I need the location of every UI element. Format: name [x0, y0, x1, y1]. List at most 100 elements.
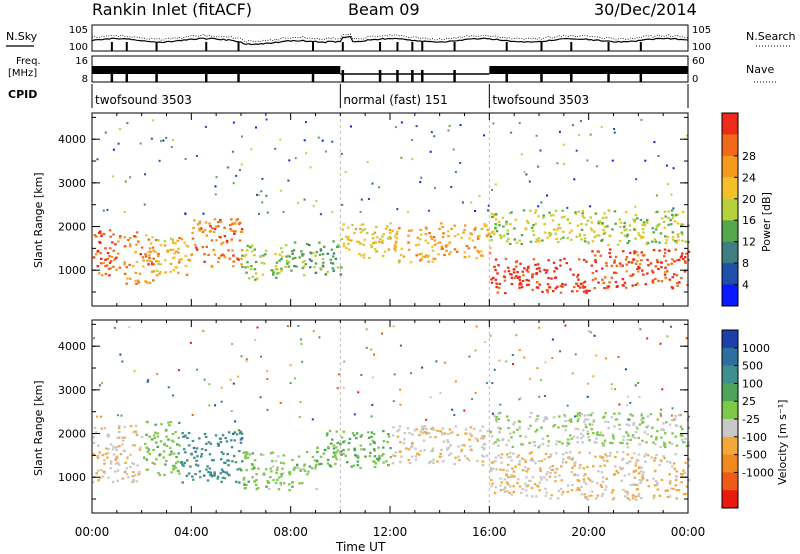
heatmap-cell	[371, 237, 375, 240]
heatmap-cell	[287, 179, 290, 182]
heatmap-cell	[392, 426, 395, 429]
heatmap-cell	[112, 148, 115, 151]
heatmap-cell	[381, 239, 384, 242]
heatmap-cell	[325, 434, 329, 437]
heatmap-cell	[494, 258, 498, 261]
heatmap-cell	[602, 444, 605, 447]
heatmap-cell	[250, 268, 253, 271]
heatmap-cell	[610, 276, 614, 279]
heatmap-cell	[616, 451, 619, 454]
heatmap-cell	[205, 234, 209, 237]
heatmap-cell	[394, 126, 397, 129]
noise-tick-left: 100	[69, 42, 88, 53]
heatmap-cell	[158, 473, 162, 476]
heatmap-cell	[279, 481, 282, 485]
heatmap-cell	[642, 223, 646, 226]
heatmap-cell	[347, 242, 350, 246]
heatmap-cell	[223, 226, 226, 229]
heatmap-cell	[123, 425, 126, 428]
heatmap-cell	[509, 242, 512, 245]
heatmap-cell	[381, 254, 385, 258]
heatmap-cell	[498, 224, 501, 227]
heatmap-cell	[601, 221, 604, 225]
heatmap-cell	[585, 497, 588, 500]
heatmap-cell	[603, 276, 607, 279]
heatmap-cell	[356, 460, 360, 463]
heatmap-cell	[151, 461, 154, 464]
heatmap-cell	[185, 244, 188, 247]
heatmap-cell	[637, 270, 640, 273]
heatmap-cell	[410, 455, 414, 458]
heatmap-cell	[625, 235, 629, 238]
heatmap-cell	[574, 212, 577, 215]
heatmap-cell	[680, 224, 683, 227]
y-tick-label: 3000	[58, 177, 86, 190]
heatmap-cell	[499, 489, 503, 492]
heatmap-cell	[360, 434, 364, 437]
heatmap-cell	[318, 463, 321, 466]
heatmap-cell	[614, 388, 616, 391]
heatmap-cell	[227, 459, 231, 462]
heatmap-cell	[397, 261, 401, 264]
heatmap-cell	[663, 248, 667, 251]
heatmap-cell	[195, 248, 199, 251]
heatmap-cell	[460, 237, 463, 240]
heatmap-cell	[400, 121, 403, 124]
heatmap-cell	[495, 415, 498, 419]
heatmap-cell	[533, 444, 537, 447]
heatmap-cell	[571, 458, 574, 461]
heatmap-cell	[272, 479, 275, 482]
heatmap-cell	[407, 241, 410, 244]
heatmap-cell	[612, 435, 615, 438]
heatmap-cell	[381, 454, 384, 457]
heatmap-cell	[134, 235, 138, 238]
heatmap-cell	[561, 442, 564, 445]
heatmap-cell	[426, 432, 429, 435]
heatmap-cell	[616, 418, 619, 421]
heatmap-cell	[640, 414, 643, 417]
heatmap-cell	[566, 237, 570, 240]
heatmap-cell	[518, 427, 521, 430]
heatmap-cell	[510, 282, 514, 286]
heatmap-cell	[217, 257, 221, 260]
heatmap-cell	[420, 258, 423, 261]
heatmap-cell	[541, 437, 545, 440]
heatmap-cell	[529, 240, 533, 243]
heatmap-cell	[654, 277, 657, 280]
heatmap-cell	[634, 436, 637, 439]
heatmap-cell	[493, 232, 496, 235]
heatmap-cell	[132, 471, 135, 474]
heatmap-cell	[245, 469, 248, 472]
heatmap-cell	[172, 241, 175, 244]
heatmap-cell	[481, 460, 485, 463]
heatmap-cell	[138, 448, 142, 451]
heatmap-cell	[588, 423, 592, 426]
heatmap-cell	[271, 269, 275, 272]
heatmap-cell	[534, 462, 537, 465]
heatmap-cell	[653, 469, 657, 472]
heatmap-cell	[637, 232, 640, 235]
heatmap-cell	[305, 451, 309, 454]
heatmap-cell	[601, 434, 605, 437]
heatmap-cell	[615, 285, 619, 288]
heatmap-cell	[597, 470, 600, 473]
heatmap-cell	[124, 245, 127, 248]
heatmap-cell	[505, 443, 508, 446]
heatmap-cell	[676, 239, 679, 242]
heatmap-cell	[336, 449, 340, 452]
heatmap-cell	[670, 286, 674, 289]
heatmap-cell	[167, 421, 170, 424]
heatmap-cell	[559, 238, 563, 241]
heatmap-cell	[419, 181, 422, 184]
heatmap-cell	[556, 497, 560, 500]
heatmap-cell	[641, 254, 645, 257]
heatmap-cell	[507, 427, 510, 430]
heatmap-cell	[265, 194, 268, 197]
heatmap-cell	[183, 241, 186, 244]
heatmap-cell	[659, 412, 662, 415]
heatmap-cell	[655, 258, 659, 262]
heatmap-cell	[533, 440, 537, 444]
heatmap-cell	[469, 448, 473, 451]
heatmap-cell	[564, 420, 567, 423]
heatmap-cell	[588, 439, 591, 442]
